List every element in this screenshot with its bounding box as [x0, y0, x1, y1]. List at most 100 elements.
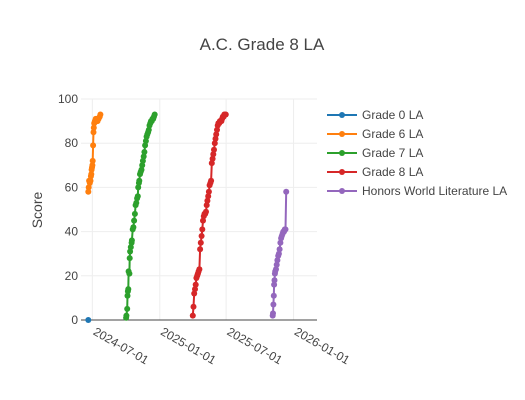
data-point [145, 126, 152, 133]
data-point [209, 155, 216, 162]
data-point [270, 301, 277, 308]
data-point [199, 226, 206, 233]
data-point [140, 153, 147, 160]
data-point [125, 286, 132, 293]
data-point [211, 146, 217, 153]
data-point [131, 210, 138, 217]
data-point [270, 310, 276, 317]
data-point [197, 239, 204, 246]
data-point [90, 129, 97, 136]
data-point [204, 197, 211, 204]
legend-label: Honors World Literature LA [362, 184, 507, 198]
data-point [270, 292, 277, 299]
y-tick-label: 40 [65, 225, 79, 239]
data-point [196, 266, 203, 273]
data-point [198, 233, 205, 239]
data-point [282, 226, 289, 233]
y-tick-label: 60 [65, 180, 79, 194]
data-point [197, 246, 204, 253]
series-1 [85, 111, 104, 195]
data-point [133, 199, 140, 206]
data-point [151, 111, 158, 118]
legend-item[interactable]: Grade 8 LA [327, 165, 423, 179]
data-point [190, 303, 197, 310]
legend-label: Grade 7 LA [362, 146, 423, 160]
grid [81, 98, 317, 320]
data-point [271, 277, 278, 284]
legend-label: Grade 0 LA [362, 108, 423, 122]
y-tick-label: 0 [71, 313, 78, 327]
data-point [134, 193, 141, 200]
x-tick-label: 2024-07-01 [91, 324, 151, 367]
data-point [222, 111, 229, 118]
data-point [126, 255, 133, 262]
legend-item[interactable]: Grade 7 LA [327, 146, 423, 160]
data-point [85, 188, 92, 195]
data-point [276, 246, 283, 253]
series-2 [123, 111, 158, 321]
legend-swatch-marker [339, 131, 345, 137]
legend-item[interactable]: Honors World Literature LA [327, 184, 507, 198]
data-point [141, 149, 148, 155]
data-point [205, 188, 212, 195]
data-point [275, 250, 282, 257]
y-tick-label: 100 [58, 92, 78, 106]
legend-label: Grade 8 LA [362, 165, 423, 179]
data-point [89, 157, 96, 164]
data-point [89, 162, 96, 169]
data-point [214, 126, 220, 133]
data-point [273, 261, 280, 268]
data-point [203, 208, 209, 215]
data-point [123, 312, 130, 319]
data-point [97, 111, 104, 118]
legend-item[interactable]: Grade 6 LA [327, 127, 423, 141]
data-point [135, 184, 142, 191]
series-layer [85, 111, 290, 323]
data-point [203, 202, 210, 209]
data-point [213, 131, 220, 138]
data-point [211, 140, 218, 147]
data-point [142, 138, 149, 144]
data-point [124, 305, 131, 312]
data-point [205, 193, 212, 200]
data-point [277, 239, 284, 246]
data-point [138, 166, 145, 173]
data-point [283, 188, 290, 195]
data-point [210, 151, 217, 158]
legend-item[interactable]: Grade 0 LA [327, 108, 423, 122]
data-point [200, 217, 206, 224]
data-point [124, 292, 131, 299]
data-point [87, 177, 94, 184]
legend-swatch-marker [339, 169, 345, 175]
data-point [192, 286, 198, 293]
data-point [88, 171, 95, 178]
data-point [136, 177, 143, 184]
data-point [273, 266, 279, 273]
data-point [208, 177, 215, 184]
legend-swatch-marker [339, 188, 345, 194]
x-tick-label: 2025-07-01 [225, 324, 285, 367]
y-tick-label: 80 [65, 136, 79, 150]
data-point [131, 217, 138, 224]
y-tick-label: 20 [65, 269, 79, 283]
data-point [90, 142, 97, 149]
y-axis-label: Score [29, 192, 45, 229]
series-3 [189, 111, 229, 319]
data-point [212, 135, 219, 142]
series-0 [85, 317, 92, 323]
legend-swatch-marker [339, 150, 345, 156]
data-point [126, 270, 133, 277]
data-point [189, 312, 196, 319]
legend-swatch-marker [339, 112, 345, 118]
data-point [128, 237, 135, 244]
data-point [271, 281, 278, 288]
legend[interactable]: Grade 0 LA Grade 6 LA Grade 7 LA Grade 8 LA… [327, 108, 507, 198]
data-point [127, 248, 134, 255]
data-point [85, 317, 92, 323]
data-point [192, 281, 199, 288]
data-point [130, 224, 137, 231]
series-4 [269, 188, 290, 319]
data-point [90, 124, 97, 131]
x-tick-label: 2025-01-01 [158, 324, 218, 367]
